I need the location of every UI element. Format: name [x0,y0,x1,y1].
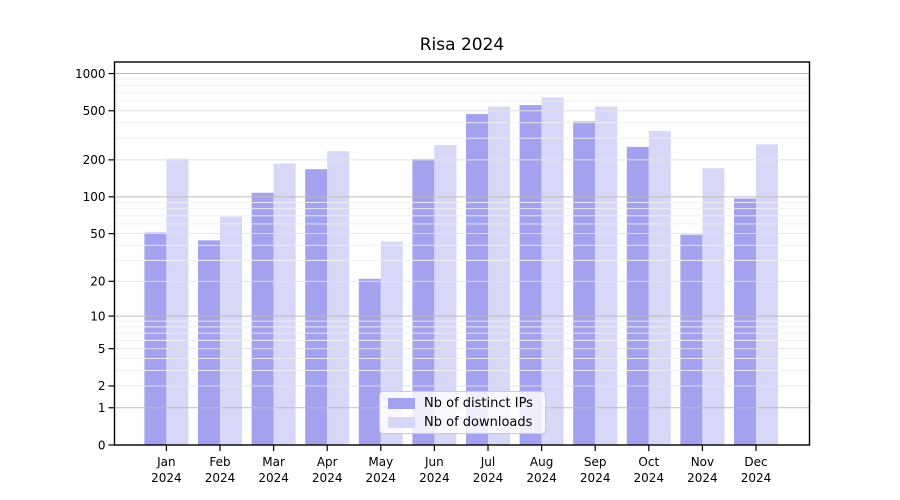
bar-distinct-ips-jun [412,159,435,445]
x-tick-label-may: May [368,455,393,469]
y-tick-label-2: 2 [98,379,106,393]
bar-downloads-nov [702,168,725,445]
bar-downloads-jun [434,145,457,445]
x-tick-label-year-dec: 2024 [741,471,772,485]
y-tick-label-50: 50 [90,227,105,241]
x-tick-label-year-feb: 2024 [205,471,236,485]
bar-distinct-ips-nov [680,234,703,445]
legend-label-downloads: Nb of downloads [424,414,533,430]
y-tick-label-10: 10 [90,309,105,323]
x-tick-label-jan: Jan [156,455,176,469]
x-tick-label-year-jan: 2024 [151,471,182,485]
x-tick-label-aug: Aug [530,455,553,469]
x-tick-label-nov: Nov [691,455,714,469]
legend: Nb of distinct IPs Nb of downloads [379,391,546,434]
legend-row-downloads: Nb of downloads [388,414,545,430]
x-tick-label-sep: Sep [584,455,607,469]
legend-label-distinct-ips: Nb of distinct IPs [424,395,533,411]
y-tick-label-5: 5 [98,342,106,356]
axes-spines [113,61,811,446]
y-tick-label-1: 1 [98,401,106,415]
x-tick-label-apr: Apr [317,455,338,469]
x-tick-label-jun: Jun [424,455,444,469]
bar-downloads-jul [488,106,510,445]
bar-downloads-jan [166,158,189,445]
bar-downloads-mar [273,163,296,445]
x-tick-label-year-sep: 2024 [580,471,611,485]
y-tick-label-20: 20 [90,275,105,289]
x-tick-label-mar: Mar [262,455,285,469]
x-tick-label-year-oct: 2024 [634,471,665,485]
bar-distinct-ips-aug [519,105,542,446]
bar-distinct-ips-jan [144,232,167,445]
y-tick-label-200: 200 [83,153,106,167]
legend-swatch-distinct-ips [388,397,415,409]
y-tick-label-500: 500 [83,104,106,118]
bar-downloads-dec [756,144,778,445]
x-tick-label-year-nov: 2024 [687,471,718,485]
x-tick-label-feb: Feb [209,455,230,469]
x-tick-label-year-may: 2024 [366,471,397,485]
legend-swatch-downloads [388,416,415,428]
chart-title: Risa 2024 [419,35,505,55]
x-tick-label-year-jun: 2024 [419,471,450,485]
bar-distinct-ips-may [358,278,381,445]
x-tick-label-year-jul: 2024 [473,471,504,485]
bar-downloads-feb [220,216,242,445]
bar-downloads-sep [595,106,618,445]
y-tick-label-100: 100 [83,190,106,204]
y-tick-label-0: 0 [98,438,106,452]
bar-distinct-ips-feb [198,240,220,445]
bar-distinct-ips-sep [573,121,596,446]
x-tick-label-year-aug: 2024 [526,471,557,485]
x-tick-label-jul: Jul [480,455,495,469]
bar-distinct-ips-apr [305,169,328,445]
bar-distinct-ips-oct [626,146,649,445]
y-tick-label-1000: 1000 [75,67,106,81]
x-tick-label-year-mar: 2024 [258,471,289,485]
bar-downloads-oct [648,131,671,445]
legend-row-distinct-ips: Nb of distinct IPs [388,395,545,411]
bar-downloads-apr [327,151,350,445]
x-tick-label-dec: Dec [744,455,767,469]
x-tick-label-oct: Oct [638,455,659,469]
x-tick-label-year-apr: 2024 [312,471,343,485]
bar-distinct-ips-mar [251,192,274,445]
